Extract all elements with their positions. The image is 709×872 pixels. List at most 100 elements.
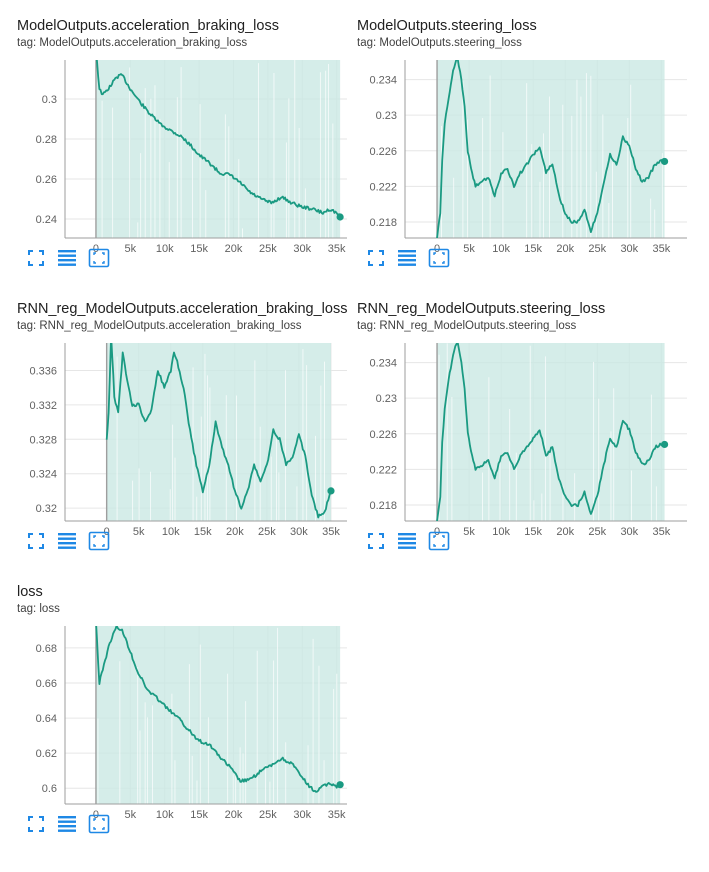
x-tick-label: 5k (125, 809, 137, 821)
chart-title: RNN_reg_ModelOutputs.acceleration_brakin… (17, 301, 348, 317)
x-tick-label: 20k (556, 243, 574, 255)
fullscreen-button[interactable] (365, 530, 387, 552)
fit-domain-button[interactable] (88, 813, 110, 835)
x-tick-label: 10k (162, 526, 180, 538)
x-tick-label: 20k (226, 526, 244, 538)
band-area (437, 60, 665, 238)
chart-title: ModelOutputs.steering_loss (357, 18, 537, 34)
chart-tag: tag: loss (17, 603, 60, 615)
x-tick-label: 15k (190, 809, 208, 821)
y-tick-label: 0.68 (36, 643, 57, 655)
x-tick-label: 20k (225, 243, 243, 255)
y-tick-label: 0.218 (369, 217, 397, 229)
fit-domain-icon (428, 247, 450, 269)
y-tick-label: 0.222 (369, 464, 397, 476)
x-tick-label: 25k (259, 809, 277, 821)
y-tick-label: 0.226 (369, 429, 397, 441)
line-chart[interactable]: 0 5k 10k 15k 20k 25k 30k 35k0.2180.2220.2260.23… (357, 60, 687, 255)
y-tick-label: 0.226 (369, 146, 397, 158)
fullscreen-icon (25, 530, 47, 552)
x-tick-label: 35k (328, 243, 346, 255)
fullscreen-icon (365, 530, 387, 552)
chart-title: loss (17, 584, 43, 600)
chart-tag: tag: RNN_reg_ModelOutputs.steering_loss (357, 320, 577, 332)
x-tick-label: 15k (524, 243, 542, 255)
fit-domain-button[interactable] (428, 247, 450, 269)
x-tick-label: 30k (620, 243, 638, 255)
y-tick-label: 0.62 (36, 748, 57, 760)
x-tick-label: 30k (620, 526, 638, 538)
last-point-marker (660, 440, 669, 449)
fullscreen-button[interactable] (365, 247, 387, 269)
fit-domain-icon (88, 530, 110, 552)
series-line (436, 343, 665, 521)
band-area (106, 343, 331, 521)
fit-domain-button[interactable] (88, 247, 110, 269)
y-tick-label: 0.24 (36, 214, 57, 226)
last-point-marker (336, 781, 344, 789)
y-tick-label: 0.234 (369, 358, 397, 370)
x-tick-label: 30k (290, 526, 308, 538)
data-table-button[interactable] (396, 530, 418, 552)
data-table-button[interactable] (56, 813, 78, 835)
data-table-icon (56, 247, 78, 269)
line-chart[interactable]: 0 5k 10k 15k 20k 25k 30k 35k0.320.3240.3280.332… (17, 343, 347, 538)
x-tick-label: 20k (556, 526, 574, 538)
data-table-button[interactable] (56, 247, 78, 269)
data-table-button[interactable] (56, 530, 78, 552)
series-line (436, 60, 666, 238)
y-tick-label: 0.234 (369, 75, 397, 87)
band-area (437, 343, 665, 521)
chart-plot[interactable]: 0 5k 10k 15k 20k 25k 30k 35k 0.6 0.62 0.64 0.66 0.68 (17, 626, 347, 821)
x-tick-label: 30k (293, 243, 311, 255)
x-tick-label: 35k (652, 526, 670, 538)
chart-card: ModelOutputs.acceleration_braking_loss t… (17, 18, 357, 288)
x-tick-label: 35k (328, 809, 346, 821)
y-tick-label: 0.23 (376, 110, 397, 122)
band-area (95, 626, 341, 804)
y-tick-label: 0.26 (36, 174, 57, 186)
y-tick-label: 0.32 (36, 503, 57, 515)
data-table-icon (396, 530, 418, 552)
chart-title: RNN_reg_ModelOutputs.steering_loss (357, 301, 606, 317)
fit-domain-button[interactable] (428, 530, 450, 552)
fullscreen-button[interactable] (25, 813, 47, 835)
chart-plot[interactable]: 0 5k 10k 15k 20k 25k 30k 35k 0.24 0.26 0.28 0.3 (17, 60, 347, 255)
line-chart[interactable]: 0 5k 10k 15k 20k 25k 30k 35k0.2180.2220.2260.23… (357, 343, 687, 538)
y-tick-label: 0.6 (42, 783, 57, 795)
last-point-marker (660, 157, 669, 166)
fullscreen-icon (365, 247, 387, 269)
series-line (95, 626, 341, 793)
last-point-marker (336, 213, 344, 221)
fullscreen-button[interactable] (25, 530, 47, 552)
data-table-icon (56, 813, 78, 835)
data-table-button[interactable] (396, 247, 418, 269)
x-tick-label: 10k (156, 243, 174, 255)
chart-plot[interactable]: 0 5k 10k 15k 20k 25k 30k 35k 0.218 0.222 0.226 0.23… (357, 60, 687, 255)
x-tick-label: 5k (125, 243, 137, 255)
y-tick-label: 0.324 (29, 469, 57, 481)
x-tick-label: 15k (524, 526, 542, 538)
x-tick-label: 35k (652, 243, 670, 255)
last-point-marker (327, 487, 335, 495)
chart-tag: tag: RNN_reg_ModelOutputs.acceleration_b… (17, 320, 302, 332)
fit-domain-icon (88, 813, 110, 835)
chart-title: ModelOutputs.acceleration_braking_loss (17, 18, 279, 34)
x-tick-label: 10k (492, 243, 510, 255)
fullscreen-icon (25, 247, 47, 269)
y-tick-label: 0.66 (36, 678, 57, 690)
fullscreen-button[interactable] (25, 247, 47, 269)
y-tick-label: 0.64 (36, 713, 57, 725)
raw-value-band (95, 60, 341, 238)
chart-card: RNN_reg_ModelOutputs.steering_loss tag: … (357, 301, 697, 571)
x-tick-label: 30k (293, 809, 311, 821)
x-tick-label: 15k (190, 243, 208, 255)
chart-tag: tag: ModelOutputs.acceleration_braking_l… (17, 37, 248, 49)
chart-plot[interactable]: 0 5k 10k 15k 20k 25k 30k 35k 0.32 0.324 0.328 0.332… (17, 343, 347, 538)
x-tick-label: 35k (322, 526, 340, 538)
fit-domain-button[interactable] (88, 530, 110, 552)
x-tick-label: 5k (133, 526, 145, 538)
chart-plot[interactable]: 0 5k 10k 15k 20k 25k 30k 35k 0.218 0.222 0.226 0.23… (357, 343, 687, 538)
